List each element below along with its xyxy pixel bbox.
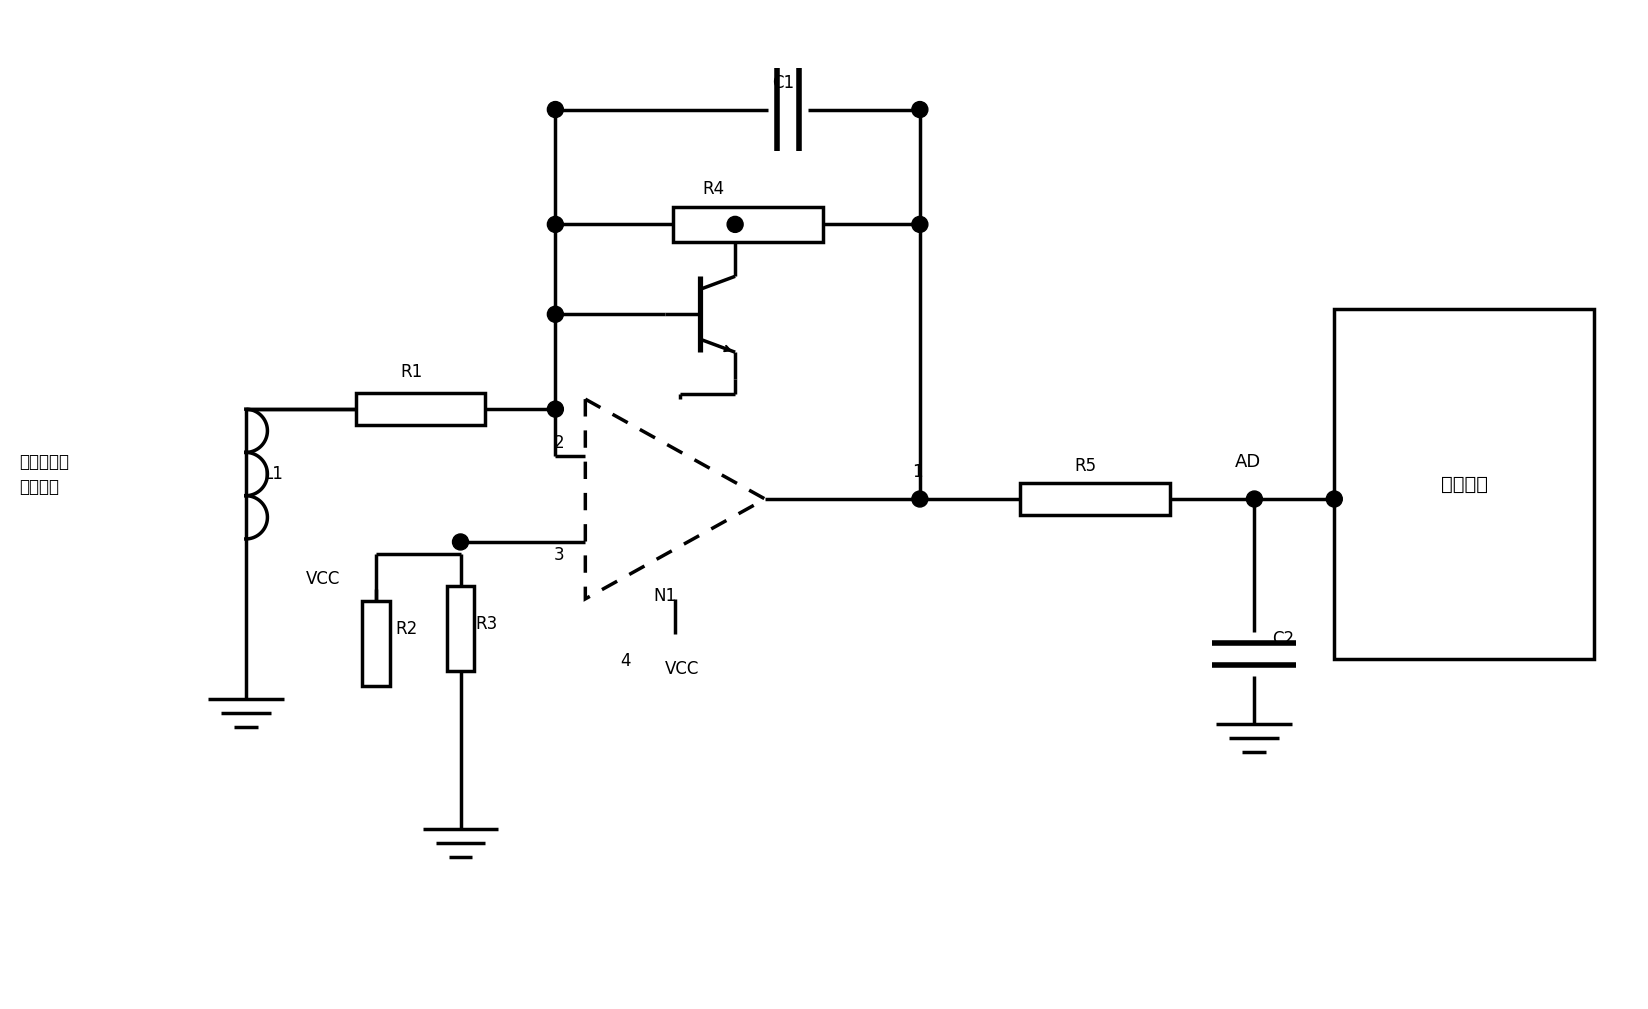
- Text: VCC: VCC: [664, 660, 699, 678]
- Text: R1: R1: [400, 363, 422, 381]
- Circle shape: [547, 216, 564, 232]
- Text: L1: L1: [264, 465, 283, 483]
- Circle shape: [452, 534, 468, 550]
- Text: 3: 3: [554, 546, 564, 564]
- Circle shape: [547, 307, 564, 322]
- Text: C1: C1: [773, 74, 794, 92]
- Text: 4: 4: [620, 652, 631, 670]
- Bar: [361, 601, 389, 686]
- Circle shape: [547, 102, 564, 117]
- Text: C2: C2: [1272, 630, 1294, 648]
- Bar: [1018, 483, 1168, 515]
- Bar: [447, 586, 475, 671]
- Circle shape: [911, 216, 928, 232]
- Bar: [1333, 310, 1594, 659]
- Text: R2: R2: [396, 620, 417, 638]
- Circle shape: [1325, 491, 1341, 507]
- Text: AD: AD: [1234, 453, 1261, 471]
- Text: R5: R5: [1074, 457, 1096, 475]
- Text: VCC: VCC: [305, 570, 339, 588]
- Circle shape: [911, 102, 928, 117]
- Text: R3: R3: [475, 614, 498, 633]
- Text: 电流互感器
二次线圈: 电流互感器 二次线圈: [20, 453, 69, 495]
- Bar: [356, 394, 485, 425]
- Text: 2: 2: [554, 434, 564, 452]
- Circle shape: [911, 491, 928, 507]
- Circle shape: [547, 402, 564, 417]
- Circle shape: [1246, 491, 1262, 507]
- Text: N1: N1: [653, 587, 676, 604]
- Text: R4: R4: [702, 181, 725, 199]
- Circle shape: [727, 216, 743, 232]
- Text: 1: 1: [911, 463, 921, 481]
- Text: 微处理器: 微处理器: [1440, 474, 1486, 493]
- Bar: [672, 207, 822, 242]
